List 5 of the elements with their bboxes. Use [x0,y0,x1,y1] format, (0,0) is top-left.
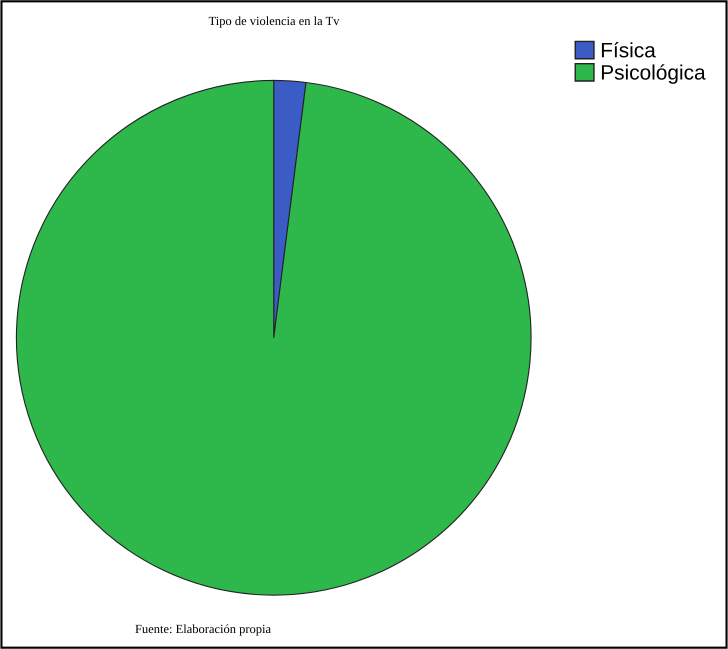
source-note: Fuente: Elaboración propia [135,624,271,636]
pie-slice [16,80,532,596]
chart-title: Tipo de violencia en la Tv [208,16,340,28]
legend-label: Física [602,42,656,58]
legend-label: Psicológica [602,64,706,84]
